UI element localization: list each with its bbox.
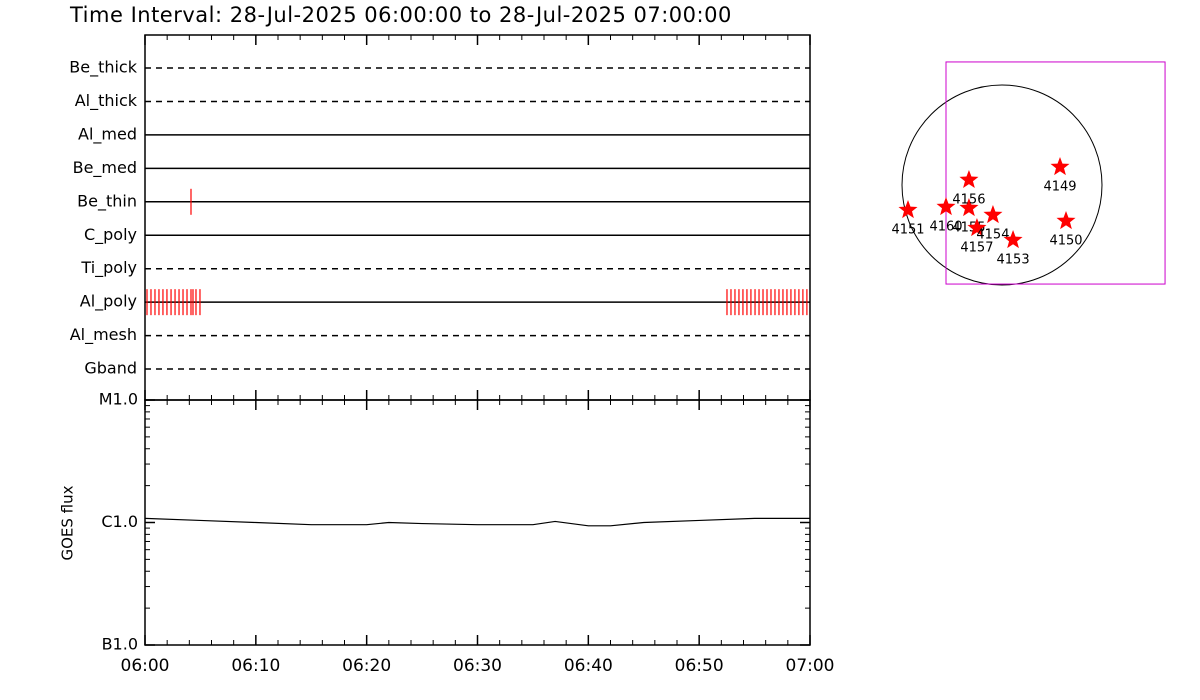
x-tick-label: 06:10: [231, 656, 280, 676]
fov-box: [945, 61, 1166, 285]
filter-label: Al_thick: [75, 91, 138, 111]
region-label: 4154: [976, 228, 1009, 243]
region-label: 4153: [997, 253, 1030, 268]
y-tick-label: B1.0: [102, 635, 138, 654]
goes-line: [144, 517, 810, 527]
filter-label: Gband: [84, 359, 137, 378]
filter-label: Be_med: [73, 158, 137, 178]
y-tick-label: M1.0: [99, 390, 138, 409]
region-star: [983, 205, 1003, 224]
x-tick-label: 06:50: [675, 656, 724, 676]
x-tick-label: 06:20: [342, 656, 391, 676]
region-label: 4157: [960, 241, 993, 256]
filter-label: Be_thin: [77, 191, 137, 211]
region-star: [959, 169, 979, 189]
region-label: 4151: [891, 223, 924, 238]
filter-label: Al_med: [78, 124, 137, 144]
y-axis-label: GOES flux: [59, 485, 77, 560]
region-star: [1056, 211, 1076, 230]
filter-label: C_poly: [84, 225, 137, 245]
region-label: 4149: [1043, 180, 1076, 195]
x-tick-label: 06:30: [453, 656, 502, 676]
filter-label: Al_mesh: [70, 325, 137, 345]
region-label: 4150: [1049, 234, 1082, 249]
chart-title: Time Interval: 28-Jul-2025 06:00:00 to 2…: [69, 3, 732, 27]
region-star: [1050, 157, 1070, 176]
region-star: [967, 218, 987, 237]
region-label: 4160: [929, 220, 962, 235]
x-tick-label: 07:00: [786, 656, 835, 676]
x-tick-label: 06:40: [564, 656, 613, 676]
x-tick-label: 06:00: [121, 656, 170, 676]
filter-label: Al_poly: [80, 292, 137, 312]
filter-label: Ti_poly: [80, 258, 137, 278]
region-star: [1003, 230, 1023, 249]
region-star: [898, 200, 918, 219]
region-star: [936, 197, 956, 216]
region-star: [959, 198, 979, 217]
timeline-frame: [144, 34, 811, 401]
region-label: 4156: [952, 192, 985, 207]
y-tick-label: C1.0: [101, 512, 138, 531]
filter-label: Be_thick: [69, 58, 137, 78]
solar-limb: [901, 84, 1103, 286]
